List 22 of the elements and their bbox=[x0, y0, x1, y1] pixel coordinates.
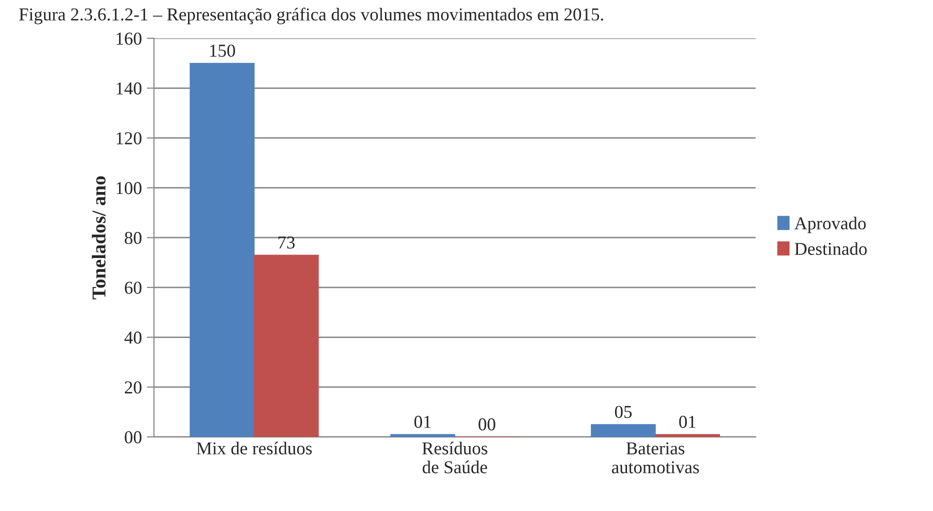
y-axis-title: Tonelados/ ano bbox=[92, 176, 106, 300]
y-tick-label: 140 bbox=[116, 82, 142, 95]
y-tick-label: 120 bbox=[116, 132, 142, 144]
data-label: 73 bbox=[278, 236, 295, 249]
x-tick-label: Baterias automotivas bbox=[612, 442, 699, 474]
chart-title: Figura 2.3.6.1.2-1 – Representação gráfica dos volumes movimentados em 2015. bbox=[19, 8, 604, 24]
y-tick-label: 20 bbox=[124, 381, 142, 394]
legend-label: Destinado bbox=[794, 242, 867, 255]
data-label: 00 bbox=[478, 418, 496, 430]
x-tick-label: Mix de resíduos bbox=[196, 442, 312, 454]
y-tick-label: 00 bbox=[124, 431, 142, 444]
y-tick-label: 40 bbox=[124, 332, 142, 344]
y-tick-label: 80 bbox=[124, 232, 142, 244]
legend-label: Aprovado bbox=[794, 216, 866, 234]
y-tick-label: 100 bbox=[116, 182, 142, 194]
data-label: 01 bbox=[414, 416, 431, 428]
data-label: 05 bbox=[615, 406, 632, 418]
data-label: 150 bbox=[210, 44, 235, 57]
x-tick-label: Resíduos de Saúde bbox=[422, 442, 488, 474]
y-tick-label: 160 bbox=[116, 32, 142, 45]
data-label: 01 bbox=[679, 416, 696, 428]
y-tick-label: 60 bbox=[124, 282, 142, 294]
